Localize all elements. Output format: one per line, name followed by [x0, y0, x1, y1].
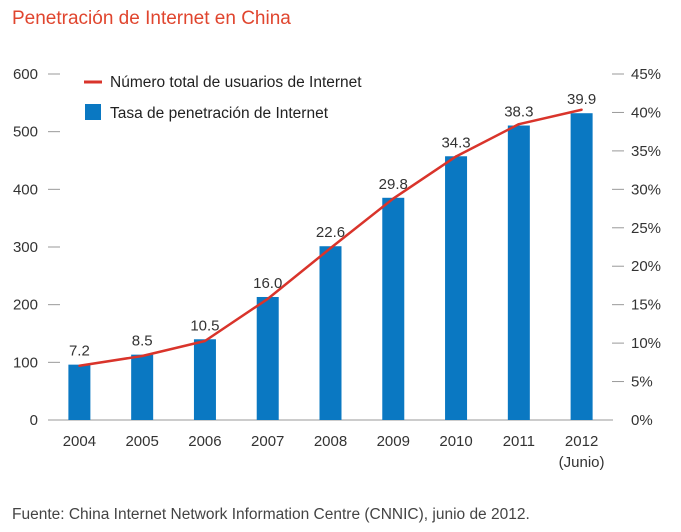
data-label: 39.9: [567, 91, 596, 108]
line-point: [329, 246, 332, 250]
y-left-tick-label: 600: [13, 66, 38, 83]
bar: [570, 113, 593, 421]
chart: 0 100 200 300 400 500 600 0% 5% 10% 15% 20% 25% 30% 35…: [13, 66, 661, 471]
bar: [131, 354, 154, 420]
x-tick-label: 2011: [503, 433, 535, 450]
data-label: 16.0: [253, 275, 282, 292]
y-right-tick-label: 35%: [631, 143, 661, 160]
axes: 0 100 200 300 400 500 600 0% 5% 10% 15% 20% 25% 30% 35…: [13, 66, 661, 471]
bar: [193, 339, 216, 420]
line-point: [78, 364, 81, 367]
x-tick-label: 2007: [251, 433, 284, 450]
y-left-tick-label: 500: [13, 124, 38, 141]
line-series: [78, 108, 583, 368]
line-point: [392, 197, 395, 200]
y-right-tick-label: 30%: [631, 181, 661, 198]
bar: [445, 156, 468, 420]
data-labels: 7.2 8.5 10.5 16.0 22.6 29.8 34.3 38.3 39.9: [69, 91, 596, 359]
legend: Número total de usuarios de Internet Tasa…: [84, 74, 362, 122]
y-right-tick-label: 5%: [631, 374, 653, 391]
data-label: 38.3: [504, 104, 533, 121]
x-tick-label: 2008: [314, 433, 347, 450]
legend-bar-swatch: [85, 104, 101, 120]
line-point: [580, 108, 583, 111]
bar: [68, 364, 91, 420]
chart-title: Penetración de Internet en China: [12, 8, 291, 29]
data-label: 10.5: [190, 317, 219, 334]
line-point: [203, 339, 207, 343]
data-label: 34.3: [441, 134, 470, 151]
bar: [319, 246, 342, 420]
x-tick-label: 2009: [377, 433, 410, 450]
bar: [256, 296, 279, 420]
bar: [382, 197, 405, 420]
line-point: [454, 155, 458, 158]
line-point: [140, 354, 144, 358]
legend-label-penetration: Tasa de penetración de Internet: [110, 105, 329, 122]
y-left-tick-label: 300: [13, 239, 38, 256]
bars: [68, 113, 593, 421]
x-tick-label: 2006: [188, 433, 221, 450]
y-left-tick-label: 0: [30, 412, 38, 429]
data-label: 7.2: [69, 343, 90, 360]
y-right-tick-label: 45%: [631, 66, 661, 83]
x-tick-label: 2004: [63, 433, 96, 450]
legend-label-users: Número total de usuarios de Internet: [110, 74, 362, 91]
y-right-tick-label: 40%: [631, 104, 661, 121]
x-tick-label: 2012: [565, 433, 598, 450]
line-point: [266, 297, 269, 301]
y-right-tick-label: 25%: [631, 220, 661, 237]
data-label: 22.6: [316, 224, 345, 241]
data-label: 8.5: [132, 333, 153, 350]
y-left-tick-label: 200: [13, 297, 38, 314]
y-right-tick-label: 15%: [631, 297, 661, 314]
source-note: Fuente: China Internet Network Informati…: [12, 506, 530, 523]
bar: [507, 125, 530, 420]
data-label: 29.8: [379, 176, 408, 193]
y-left-tick-label: 100: [13, 354, 38, 371]
x-tick-label: 2005: [125, 433, 158, 450]
y-right-tick-label: 0%: [631, 412, 653, 429]
y-right-tick-label: 10%: [631, 335, 661, 352]
y-left-tick-label: 400: [13, 181, 38, 198]
x-tick-label: 2010: [439, 433, 472, 450]
line-point: [517, 122, 521, 126]
y-right-tick-label: 20%: [631, 258, 661, 275]
x-tick-sublabel: (Junio): [559, 454, 605, 471]
